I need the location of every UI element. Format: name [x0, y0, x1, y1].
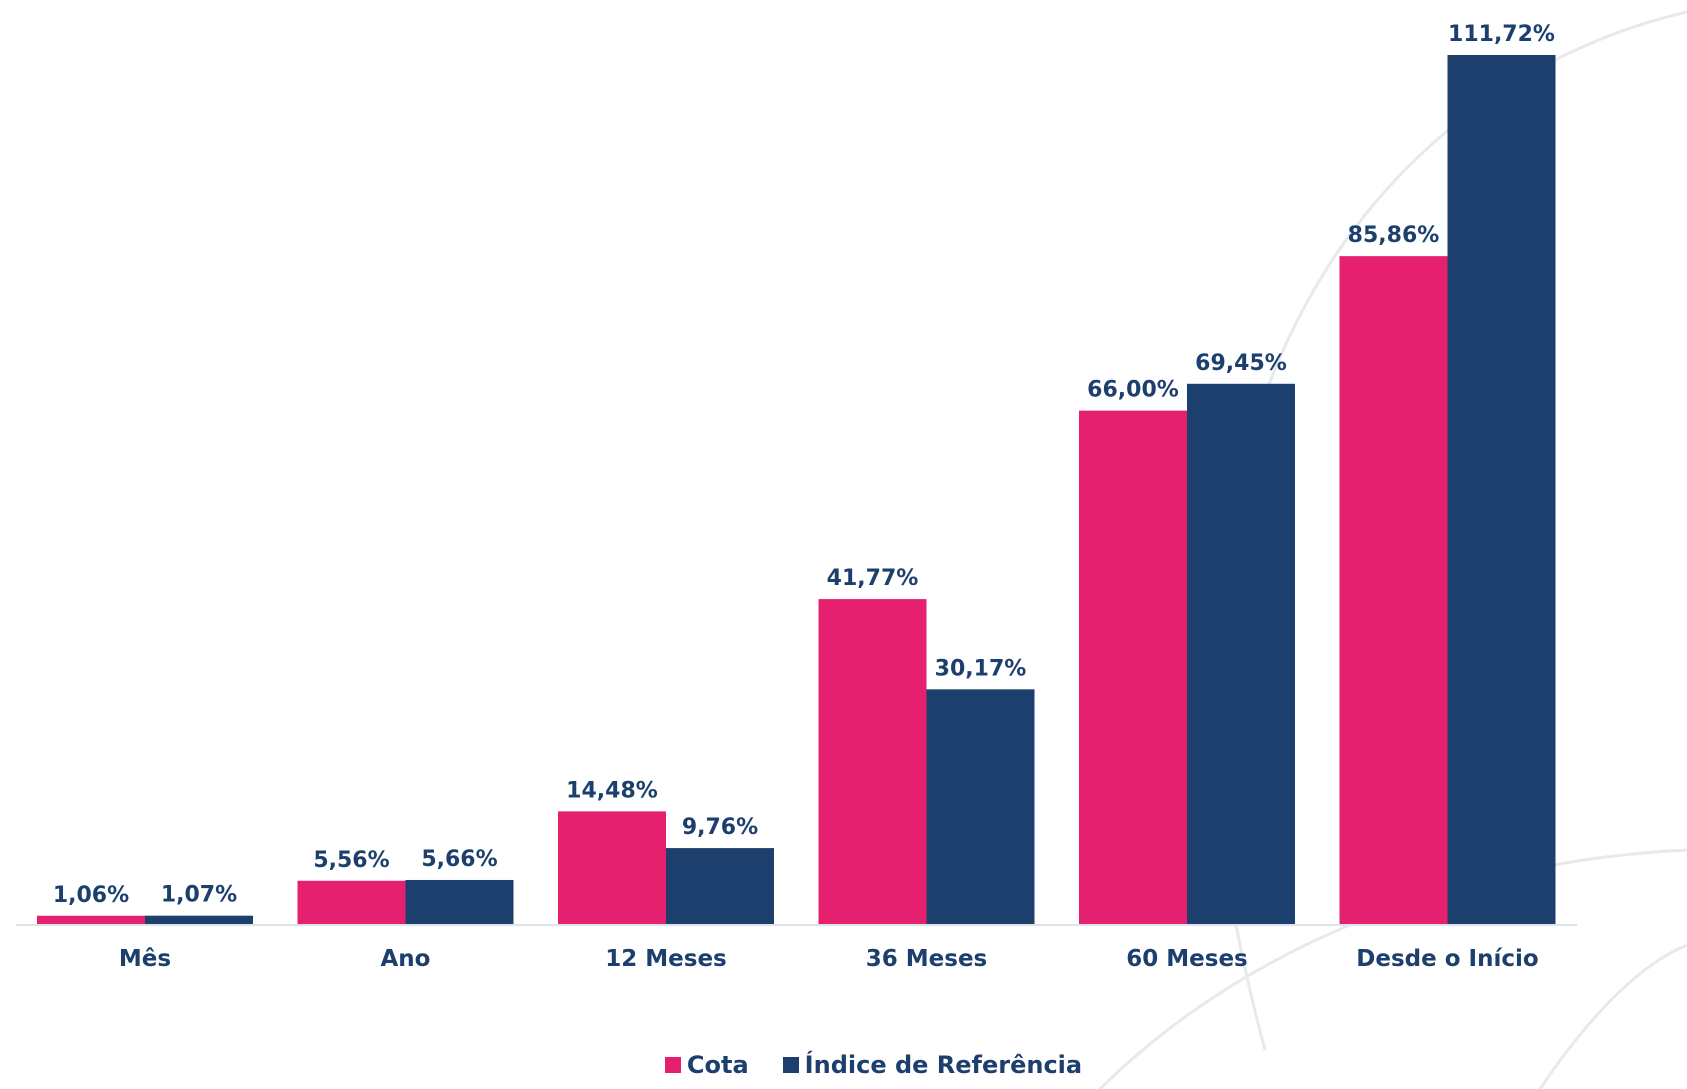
- bar-cota-3: [818, 599, 927, 924]
- legend-swatch-indice: [782, 1057, 799, 1073]
- data-label-cota-3: 41,77%: [827, 566, 919, 591]
- bar-indice-0: [145, 915, 253, 924]
- data-label-indice-2: 9,76%: [682, 815, 758, 840]
- data-label-cota-1: 5,56%: [313, 848, 389, 873]
- legend-item-indice: Índice de Referência: [782, 1050, 1083, 1080]
- watermark-arc-3: [1538, 943, 1687, 1089]
- bar-cota-5: [1339, 256, 1448, 924]
- category-label-0: Mês: [119, 946, 171, 972]
- legend-swatch-cota: [664, 1057, 681, 1073]
- legend: Cota Índice de Referência: [0, 1050, 1687, 1080]
- category-label-5: Desde o Início: [1356, 946, 1538, 972]
- bar-cota-1: [297, 880, 406, 924]
- category-label-1: Ano: [381, 946, 431, 972]
- bar-indice-1: [405, 879, 514, 924]
- data-label-cota-0: 1,06%: [53, 883, 129, 908]
- bar-indice-5: [1447, 55, 1556, 924]
- data-label-indice-3: 30,17%: [935, 656, 1027, 681]
- legend-label-indice: Índice de Referência: [804, 1051, 1083, 1079]
- bar-indice-4: [1187, 383, 1295, 925]
- data-label-cota-4: 66,00%: [1087, 378, 1179, 403]
- category-label-2: 12 Meses: [605, 946, 726, 972]
- bar-group: 1,06% 1,07% 5,56% 5,66% 14,48% 9,76% 41,77% 30,…: [37, 22, 1556, 925]
- bar-indice-3: [926, 689, 1035, 924]
- data-label-indice-1: 5,66%: [421, 847, 497, 872]
- legend-item-cota: Cota: [664, 1050, 749, 1080]
- bar-cota-0: [37, 915, 145, 924]
- category-label-4: 60 Meses: [1126, 946, 1247, 972]
- data-label-indice-4: 69,45%: [1195, 351, 1287, 376]
- category-labels: Mês Ano 12 Meses 36 Meses 60 Meses Desde o In…: [119, 946, 1539, 972]
- data-label-indice-0: 1,07%: [161, 883, 237, 908]
- bar-indice-2: [666, 848, 774, 924]
- bar-cota-2: [558, 811, 666, 924]
- data-label-indice-5: 111,72%: [1448, 22, 1555, 47]
- bar-cota-4: [1079, 410, 1187, 924]
- legend-label-cota: Cota: [686, 1051, 749, 1079]
- data-label-cota-5: 85,86%: [1348, 223, 1440, 248]
- data-label-cota-2: 14,48%: [566, 778, 658, 803]
- category-label-3: 36 Meses: [866, 946, 987, 972]
